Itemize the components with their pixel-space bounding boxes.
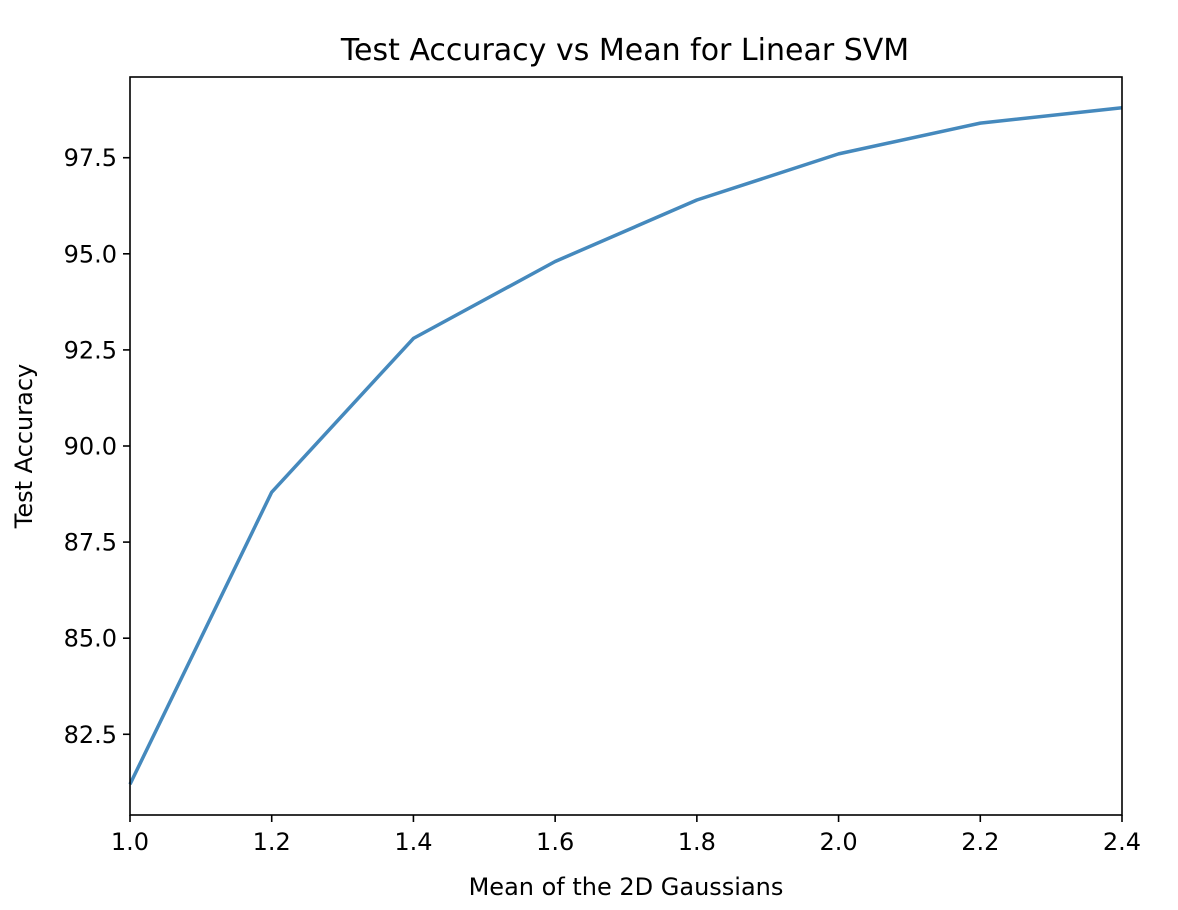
y-tick-label: 87.5 [64,529,117,557]
x-tick-label: 1.2 [253,828,291,856]
x-tick-label: 2.4 [1103,828,1141,856]
y-axis-label: Test Accuracy [10,364,38,529]
plot-line-layer [128,106,1123,786]
y-tick-label: 82.5 [64,721,117,749]
series-line-0 [128,106,1123,786]
y-tick-label: 97.5 [64,144,117,172]
x-axis-ticks: 1.0 1.2 1.4 1.6 1.8 2.0 2.2 2.4 [111,815,1141,856]
x-tick-label: 1.0 [111,828,149,856]
x-tick-label: 2.0 [819,828,857,856]
x-axis-label: Mean of the 2D Gaussians [469,873,784,901]
x-tick-label: 2.2 [961,828,999,856]
x-tick-label: 1.4 [394,828,432,856]
y-axis-ticks: 82.5 85.0 87.5 90.0 92.5 95.0 97.5 [64,144,130,749]
y-tick-label: 85.0 [64,625,117,653]
x-tick-label: 1.6 [536,828,574,856]
y-tick-label: 92.5 [64,336,117,364]
y-tick-label: 90.0 [64,433,117,461]
x-tick-label: 1.8 [678,828,716,856]
plot-frame [129,76,1123,816]
y-tick-label: 95.0 [64,240,117,268]
chart-title: Test Accuracy vs Mean for Linear SVM [340,33,909,68]
